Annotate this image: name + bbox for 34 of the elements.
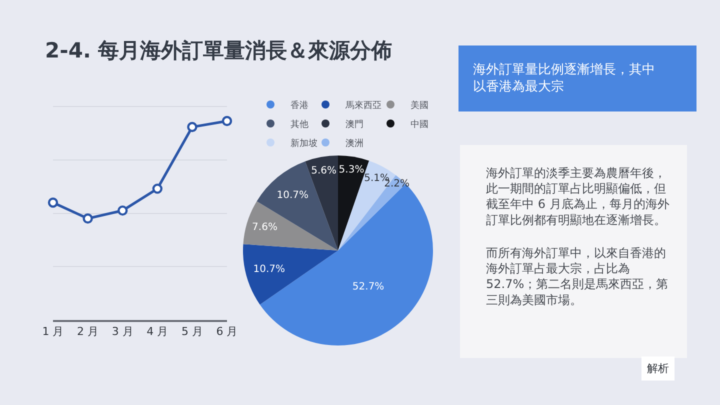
point [118,205,128,216]
x-tick-label: 2 月 [77,324,99,338]
x-tick-label: 1 月 [42,324,64,338]
x-tick-label: 4 月 [146,324,168,338]
data-label: 5.3% [338,164,364,176]
point [187,122,198,132]
text: 海外訂單量比例逐漸增長，其中以香港為最大宗 [473,62,655,94]
data-label: 52.7% [352,282,384,293]
data-label: 2.2% [384,178,410,190]
legend-label: 中國 [410,119,428,130]
text: 而所有海外訂單中，以來自香港的海外訂單占最大宗，占比為52.7%；第二名則是馬來西亞，第三則為美國市場。 [486,246,668,307]
chart-title: 2-4. 每月海外訂單量消長＆來源分佈 [45,38,392,62]
text: 解析 [647,362,669,375]
legend-label: 新加坡 [290,138,318,150]
x-tick-label: 6 月 [216,324,238,338]
point [152,184,162,194]
x-tick-label: 3 月 [112,324,134,338]
data-label: 5.6% [311,165,337,176]
point [82,213,93,224]
point [222,116,232,126]
legend-label: 澳洲 [346,138,364,150]
data-label: 7.6% [252,222,278,233]
legend-label: 馬來西亞 [344,100,382,112]
pie-slice [243,201,338,250]
legend-label: 澳門 [346,119,364,130]
data-label: 10.7% [276,190,308,201]
legend-label: 其他 [290,119,308,130]
x-tick-label: 5 月 [181,324,203,338]
pie-slice [243,244,338,305]
text: 海外訂單的淡季主要為農曆年後，此一期間的訂單占比明顯偏低，但截至年中 6 月底為止，每月的海外訂單比例都有明顯地在逐漸增長。 [486,166,670,227]
legend-label: 美國 [410,100,428,112]
point [48,198,58,208]
data-label: 10.7% [253,264,286,275]
legend-label: 香港 [290,100,308,112]
